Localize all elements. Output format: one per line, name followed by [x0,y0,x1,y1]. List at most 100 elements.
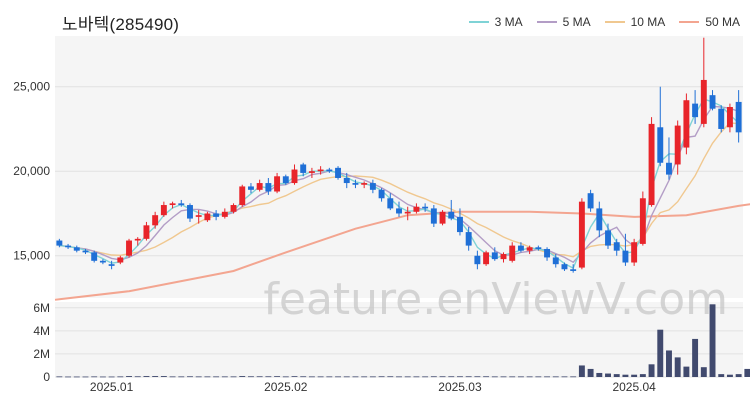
price-tick-label: 20,000 [13,164,50,178]
candle-body [343,177,350,184]
candle [639,191,646,246]
candle [256,179,263,192]
candle-body [291,169,298,184]
candle [204,211,211,222]
volume-bar [439,376,446,378]
date-tick-label: 2025.04 [612,380,656,394]
candle-body [221,211,228,217]
volume-bar [160,376,167,377]
candle-body [430,208,437,224]
legend-label-ma50: 50 MA [705,15,740,29]
volume-bar [65,376,72,378]
candle-body [369,183,376,190]
candle-body [648,123,655,206]
candle-body [300,164,307,173]
candle-body [265,183,272,192]
price-tick-label: 15,000 [13,249,50,263]
candle-body [674,125,681,165]
candle [613,238,620,256]
volume-bar [674,357,681,377]
volume-bar [178,376,185,378]
candle [369,179,376,194]
candle [73,245,80,253]
candle-body [308,171,315,173]
candle [169,201,176,209]
volume-bars [56,304,750,378]
volume-bar [274,376,281,377]
volume-bar [369,376,376,378]
price-axis: 15,000 20,000 25,000 [13,80,50,263]
candle-body [613,242,620,251]
volume-bar [613,374,620,377]
legend-item-ma50[interactable]: 50 MA [679,15,740,29]
candle [213,210,220,221]
candle-body [448,211,455,219]
candle [404,206,411,221]
candle-body [596,208,603,231]
candle-body [544,248,551,258]
volume-bar [143,376,150,377]
candle-body [517,245,524,251]
volume-bar [134,376,141,378]
candle-body [631,242,638,263]
candle [605,223,611,249]
candle [587,189,594,212]
candle-body [187,205,193,219]
candle [274,172,281,194]
legend-swatch-ma50 [679,21,700,23]
candle [326,167,333,173]
volume-bar [326,376,333,378]
candle-body [561,264,568,270]
candle [674,120,681,175]
candle-body [239,186,246,206]
price-plot-area [55,36,743,298]
candle-body [126,240,132,256]
candle [308,167,315,178]
candle-body [622,250,629,263]
candle-body [718,108,725,129]
candle [178,199,185,207]
volume-bar [387,376,394,378]
volume-plot-area [55,302,743,377]
candle [683,93,690,155]
legend-item-ma10[interactable]: 10 MA [604,15,665,29]
price-tick-label: 25,000 [13,80,50,94]
candle [657,86,664,167]
candle [221,208,228,219]
legend-item-ma3[interactable]: 3 MA [468,15,523,29]
legend-swatch-ma5 [536,21,557,23]
candle-body [282,176,289,184]
candle-body [439,211,446,224]
date-tick-label: 2025.03 [438,380,482,394]
candle [735,90,742,143]
candle [143,221,150,241]
volume-bar [422,376,429,378]
candle [718,105,725,133]
candle-body [709,95,716,109]
volume-bar [578,365,585,377]
candle-body [570,269,577,271]
candle-body [474,255,481,265]
candle [500,252,507,263]
candle [448,199,455,221]
candle [152,211,159,229]
candle-body [657,127,664,163]
legend-label-ma5: 5 MA [562,15,591,29]
volume-tick-label: 2M [33,347,50,361]
candle [517,242,524,253]
volume-bar [108,376,115,378]
volume-bar [256,376,263,378]
candle [361,181,368,189]
candle-body [108,264,115,266]
volume-bar [631,374,638,377]
volume-bar [91,376,98,378]
legend-item-ma5[interactable]: 5 MA [536,15,591,29]
volume-bar [561,376,568,378]
candle [108,260,115,270]
legend-label-ma3: 3 MA [494,15,523,29]
volume-bar [343,376,350,378]
candle-body [404,211,411,214]
volume-bar [404,376,411,378]
volume-bar [509,376,516,378]
